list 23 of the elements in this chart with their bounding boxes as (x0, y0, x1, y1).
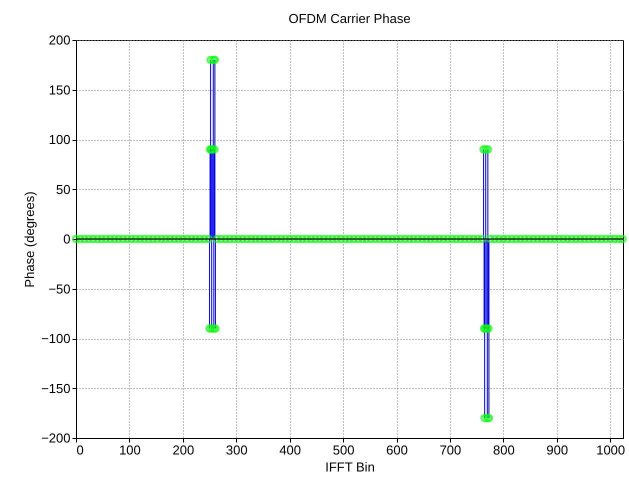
x-tick-label: 900 (546, 442, 568, 458)
y-tick-label: 200 (48, 32, 70, 48)
y-tick-label: 0 (63, 232, 70, 246)
x-tick-label: 100 (119, 442, 141, 458)
x-tick-label: 400 (279, 442, 302, 458)
x-axis-title: IFFT Bin (325, 460, 375, 474)
x-tick-label: 0 (76, 442, 84, 458)
chart-title: OFDM Carrier Phase (288, 11, 411, 26)
y-tick-label: −200 (41, 430, 70, 446)
x-tick-label: 300 (226, 442, 248, 458)
y-tick-label: −50 (48, 281, 70, 296)
x-tick-label: 500 (332, 442, 354, 458)
y-axis-title: Phase (degrees) (22, 191, 38, 288)
y-tick-label: −150 (41, 380, 70, 396)
y-tick-label: 150 (48, 82, 70, 98)
x-tick-label: 200 (172, 442, 194, 458)
y-tick-label: 100 (48, 132, 70, 147)
y-tick-label: −100 (41, 331, 70, 346)
y-tick-label: 50 (56, 182, 70, 197)
x-tick-label: 600 (386, 442, 408, 458)
x-tick-label: 800 (492, 442, 515, 458)
x-tick-label: 1000 (596, 442, 626, 458)
x-tick-label: 700 (440, 442, 462, 458)
